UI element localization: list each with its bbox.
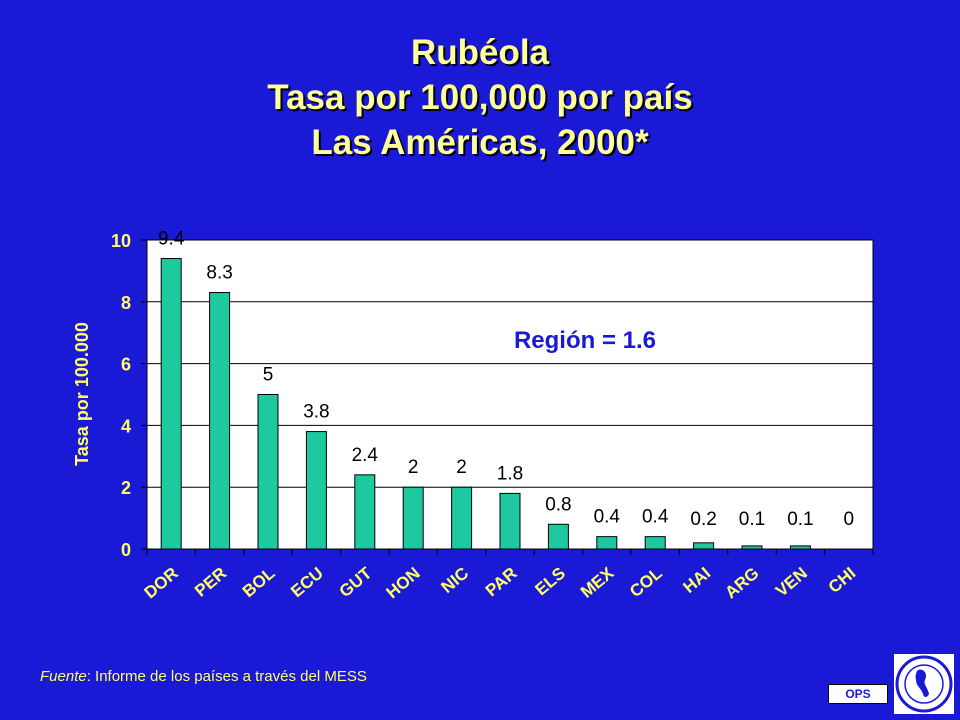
bars [160, 258, 811, 550]
x-axis-ticks: DOR PER BOL ECU GUT HON NIC PAR ELS MEX COL HAI ARG V… [141, 549, 874, 603]
value-label-bol: 5 [263, 365, 274, 386]
bar-gut [354, 474, 376, 550]
bar-par [499, 492, 521, 550]
value-label-nic: 2 [456, 457, 467, 478]
source-text: : Informe de los países a través del MES… [86, 668, 367, 685]
chart-title: Rubéola Tasa por 100,000 por país Las Am… [0, 30, 960, 165]
x-tick-label-els: ELS [531, 564, 569, 600]
y-axis-label: Tasa por 100.000 [72, 322, 92, 466]
bar-bol [257, 394, 279, 550]
bar-arg [741, 545, 763, 550]
value-label-arg: 0.1 [739, 509, 765, 530]
value-label-chi: 0 [844, 509, 855, 530]
ops-seal-logo [894, 654, 954, 714]
y-tick-label-0: 0 [121, 540, 131, 560]
y-tick-label-8: 8 [121, 293, 131, 313]
title-line-1: Rubéola [410, 33, 550, 72]
bar-mex [596, 536, 618, 550]
source-note: Fuente: Informe de los países a través d… [40, 668, 367, 685]
x-tick-label-arg: ARG [721, 564, 762, 603]
bar-col [644, 536, 666, 550]
x-tick-label-nic: NIC [438, 564, 473, 597]
value-label-par: 1.8 [497, 463, 523, 484]
x-tick-label-hon: HON [383, 564, 424, 603]
bar-chart: 9.4 8.3 5 3.8 2.4 2 2 1.8 0.8 0.4 0.4 0.2 0.1 0.1 0 0 2… [72, 229, 874, 603]
ops-badge: OPS [828, 684, 888, 704]
x-tick-label-par: PAR [482, 564, 521, 601]
bar-ecu [305, 431, 327, 550]
value-label-gut: 2.4 [352, 445, 379, 466]
x-tick-label-mex: MEX [577, 563, 618, 602]
y-tick-label-4: 4 [121, 416, 131, 436]
value-label-mex: 0.4 [594, 507, 621, 528]
value-label-per: 8.3 [206, 263, 232, 284]
value-label-hai: 0.2 [690, 509, 716, 530]
value-labels: 9.4 8.3 5 3.8 2.4 2 2 1.8 0.8 0.4 0.4 0.2 0.1 0.1 0 [158, 229, 854, 530]
y-tick-label-2: 2 [121, 478, 131, 498]
x-tick-label-chi: CHI [825, 564, 860, 597]
y-axis-ticks: 0 2 4 6 8 10 [111, 231, 147, 560]
x-tick-label-hai: HAI [680, 564, 715, 597]
bar-dor [160, 258, 182, 550]
bar-els [547, 523, 569, 550]
x-tick-label-col: COL [626, 564, 666, 602]
bar-hon [402, 486, 424, 550]
value-label-col: 0.4 [642, 507, 669, 528]
source-label: Fuente [40, 668, 87, 685]
y-tick-label-6: 6 [121, 355, 131, 375]
value-label-ven: 0.1 [787, 509, 813, 530]
x-tick-label-dor: DOR [141, 564, 182, 603]
bar-per [209, 292, 231, 550]
bar-hai [693, 542, 715, 550]
title-line-2: Tasa por 100,000 por país [267, 78, 693, 117]
value-label-els: 0.8 [545, 494, 571, 515]
x-tick-label-ecu: ECU [287, 564, 327, 602]
value-label-hon: 2 [408, 457, 419, 478]
x-tick-label-ven: VEN [772, 564, 811, 601]
region-annotation: Región = 1.6 [514, 327, 656, 354]
value-label-dor: 9.4 [158, 229, 185, 250]
title-line-3: Las Américas, 2000* [311, 123, 649, 162]
y-tick-label-10: 10 [111, 231, 131, 251]
value-label-ecu: 3.8 [303, 402, 329, 423]
bar-nic [451, 486, 473, 550]
x-tick-label-per: PER [191, 564, 230, 601]
x-tick-label-gut: GUT [336, 563, 376, 601]
bar-ven [789, 545, 811, 550]
x-tick-label-bol: BOL [239, 564, 279, 602]
